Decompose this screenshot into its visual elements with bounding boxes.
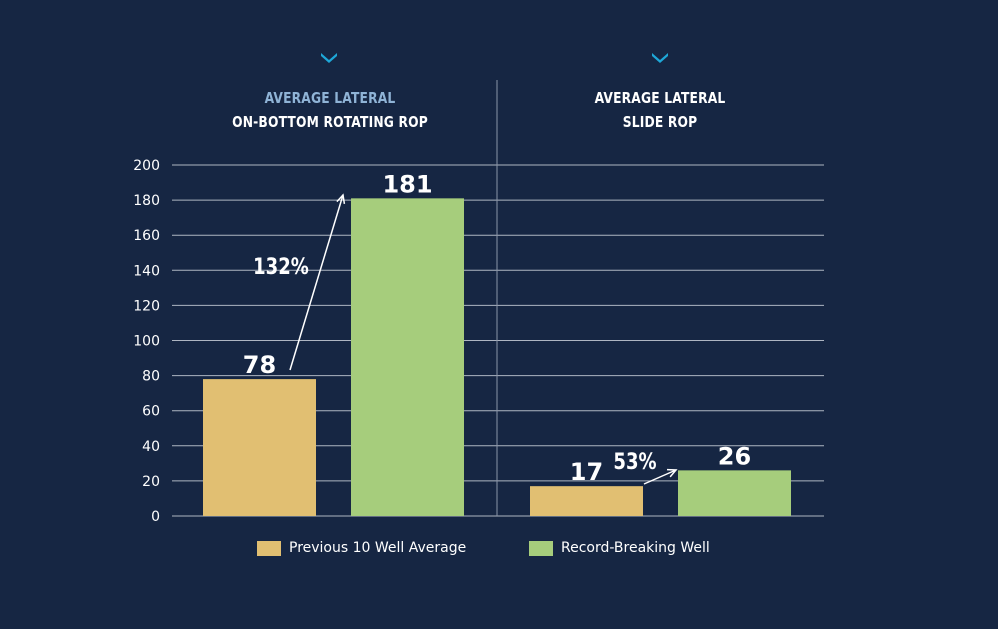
growth-arrowhead <box>666 468 678 478</box>
bar-previous <box>203 379 316 516</box>
panel-title-line1: AVERAGE LATERAL <box>264 89 396 107</box>
y-tick-label: 100 <box>133 334 160 350</box>
data-label: 181 <box>382 170 432 198</box>
y-tick-label: 0 <box>151 509 160 525</box>
legend-item-previous: Previous 10 Well Average <box>257 540 466 556</box>
panel-title-line1: AVERAGE LATERAL <box>594 89 726 107</box>
y-tick-label: 200 <box>133 158 160 174</box>
bar-record <box>678 470 791 516</box>
data-label: 26 <box>718 442 751 470</box>
panel-title-line2: SLIDE ROP <box>622 113 698 131</box>
panel-title-rotating: AVERAGE LATERAL ON-BOTTOM ROTATING ROP <box>223 86 436 134</box>
y-tick-label: 40 <box>142 439 160 455</box>
y-tick-label: 60 <box>142 404 160 420</box>
legend-label-previous: Previous 10 Well Average <box>289 540 467 556</box>
legend-swatch-previous <box>257 540 281 556</box>
y-tick-label: 140 <box>133 263 160 279</box>
panel-title-slide: AVERAGE LATERAL SLIDE ROP <box>562 86 759 134</box>
bar-previous <box>530 486 643 516</box>
y-tick-label: 80 <box>142 369 160 385</box>
growth-percent: 132% <box>253 253 309 279</box>
growth-arrowhead <box>336 193 346 205</box>
growth-percent: 53% <box>613 448 656 474</box>
legend-item-record: Record-Breaking Well <box>529 540 710 556</box>
bar-record <box>351 198 464 516</box>
legend-swatch-record <box>529 540 553 556</box>
data-label: 78 <box>243 351 276 379</box>
legend-label-record: Record-Breaking Well <box>561 540 710 556</box>
panel-title-line2: ON-BOTTOM ROTATING ROP <box>232 113 428 131</box>
y-tick-label: 20 <box>142 474 160 490</box>
y-tick-label: 180 <box>133 193 160 209</box>
chevron-down-icon <box>320 50 338 68</box>
y-tick-label: 160 <box>133 228 160 244</box>
growth-arrow <box>643 469 677 485</box>
growth-arrow <box>289 194 344 371</box>
chevron-down-icon <box>651 50 669 68</box>
data-label: 17 <box>570 458 603 486</box>
y-tick-label: 120 <box>133 298 160 314</box>
